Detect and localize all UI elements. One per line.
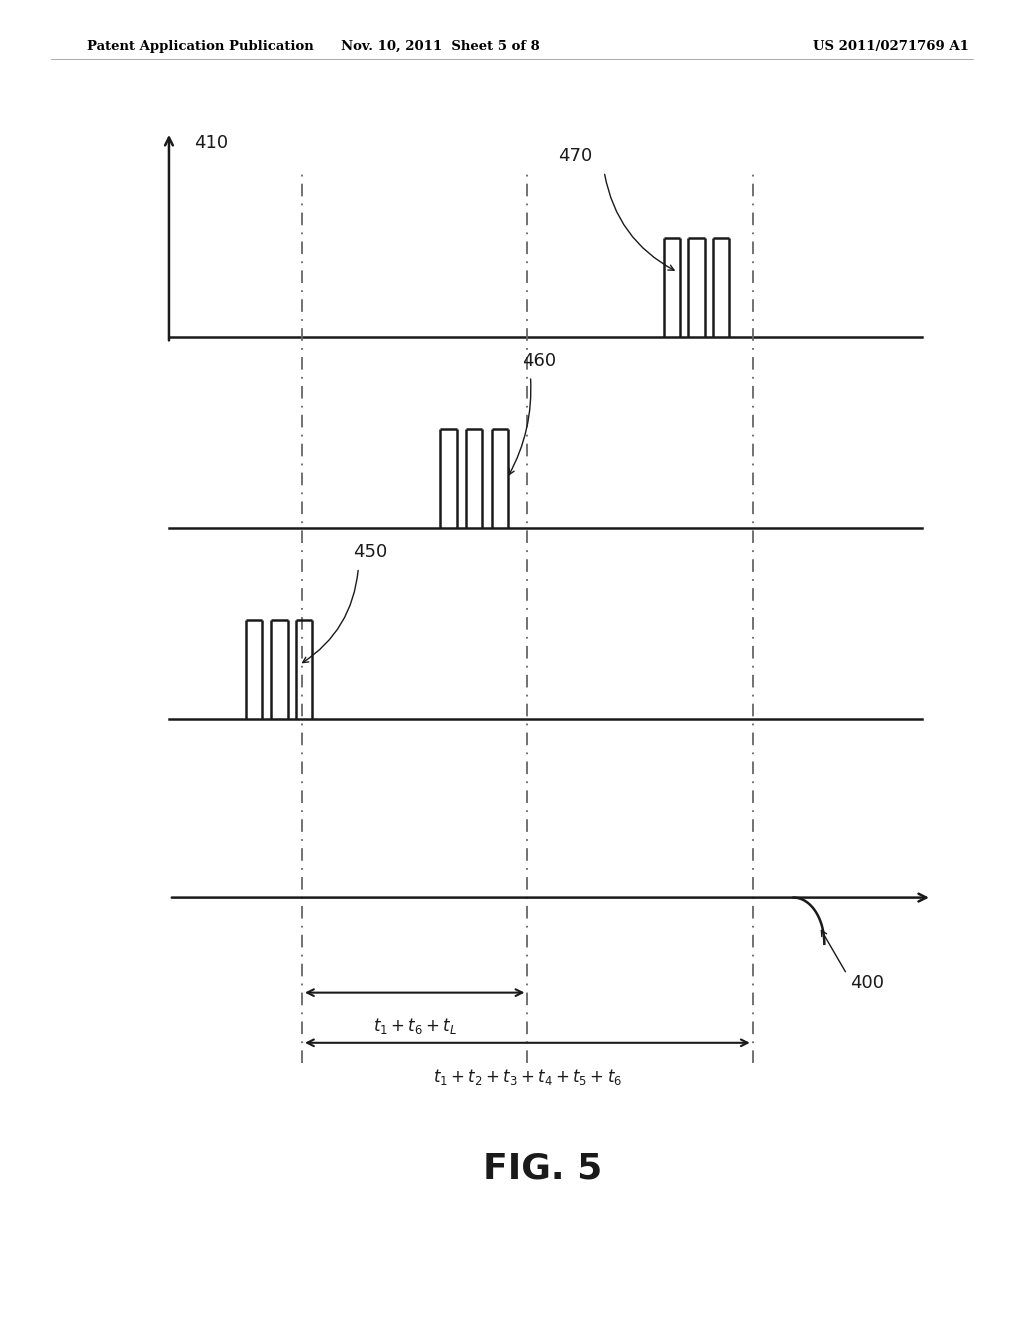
Text: 450: 450 <box>353 543 387 561</box>
Text: 470: 470 <box>558 147 592 165</box>
Text: 400: 400 <box>850 974 884 993</box>
Text: US 2011/0271769 A1: US 2011/0271769 A1 <box>813 40 969 53</box>
Text: $t_1+t_2+t_3+t_4+t_5+t_6$: $t_1+t_2+t_3+t_4+t_5+t_6$ <box>433 1067 622 1086</box>
Text: $t_1+t_6+t_L$: $t_1+t_6+t_L$ <box>373 1016 457 1036</box>
Text: Nov. 10, 2011  Sheet 5 of 8: Nov. 10, 2011 Sheet 5 of 8 <box>341 40 540 53</box>
Text: 460: 460 <box>522 351 556 370</box>
Text: 410: 410 <box>195 133 228 152</box>
Text: FIG. 5: FIG. 5 <box>483 1151 602 1185</box>
Text: Patent Application Publication: Patent Application Publication <box>87 40 313 53</box>
